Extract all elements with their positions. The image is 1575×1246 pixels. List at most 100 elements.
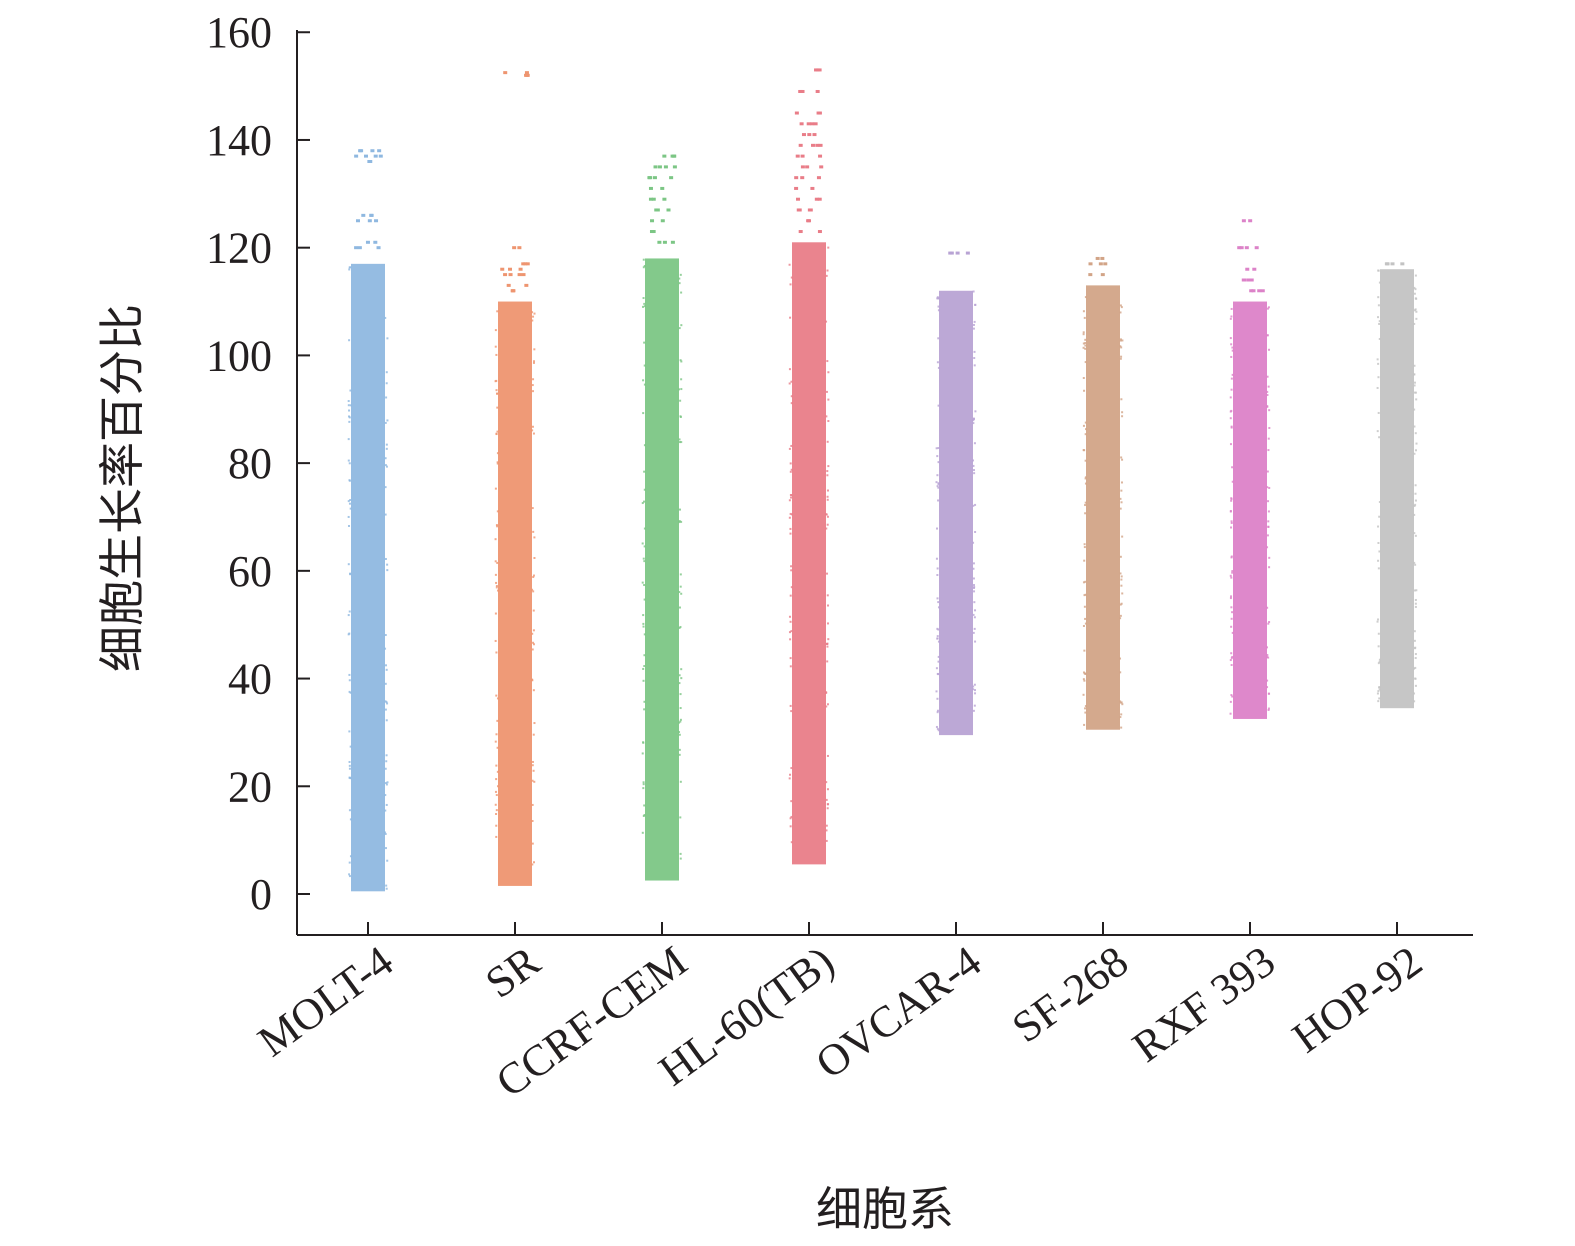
jitter-point [679,359,682,362]
jitter-point [1268,426,1271,429]
jitter-point [972,562,975,565]
jitter-point [826,645,829,648]
jitter-point [973,364,976,367]
jitter-point [826,360,829,363]
jitter-point [496,785,499,788]
jitter-point [643,305,646,308]
jitter-point [386,859,389,862]
jitter-point [384,833,387,836]
jitter-point [972,417,975,420]
jitter-point [1230,377,1233,380]
jitter-point [1230,355,1233,358]
outlier-point [373,154,378,158]
jitter-point [643,470,646,473]
jitter-point [1084,593,1087,596]
jitter-point [386,419,389,422]
jitter-point [531,760,534,763]
jitter-point [973,590,976,593]
jitter-point [1268,692,1271,695]
jitter-point [1415,589,1418,592]
jitter-point [1376,620,1379,623]
jitter-point [1413,381,1416,384]
outlier-point [651,197,656,201]
strip-body [792,242,826,865]
jitter-point [1378,320,1381,323]
jitter-point [1230,315,1233,318]
jitter-point [935,725,938,728]
jitter-point [826,788,829,791]
jitter-point [789,316,792,319]
jitter-point [494,790,497,793]
jitter-point [1230,521,1233,524]
jitter-point [1231,570,1234,573]
outlier-point [517,273,522,277]
strip-body [1086,285,1120,730]
jitter-point [1083,605,1086,608]
jitter-point [384,634,387,637]
jitter-point [1119,338,1122,341]
outlier-point [1103,262,1108,266]
outlier-point [369,213,374,217]
jitter-point [347,404,350,407]
jitter-point [384,457,387,460]
jitter-point [1266,394,1269,397]
jitter-point [1267,500,1270,503]
y-tick-label: 160 [206,8,272,57]
jitter-point [1120,701,1123,704]
jitter-point [1414,499,1417,502]
outlier-point [810,122,815,126]
outlier-point [376,246,381,250]
jitter-point [825,320,828,323]
jitter-point [1376,692,1379,695]
jitter-point [1376,430,1379,433]
jitter-point [680,291,683,294]
jitter-point [384,464,387,467]
jitter-point [533,536,536,539]
jitter-point [385,719,388,722]
jitter-point [385,803,388,806]
jitter-point [936,474,939,477]
jitter-point [826,498,829,501]
jitter-point [936,574,939,577]
outlier-point [355,219,360,223]
outlier-point [816,176,821,180]
jitter-point [533,722,536,725]
jitter-point [495,809,498,812]
jitter-point [1084,622,1087,625]
jitter-point [1413,322,1416,325]
jitter-point [1268,348,1271,351]
jitter-point [788,263,791,266]
jitter-point [1119,657,1122,660]
jitter-point [790,395,793,398]
jitter-point [495,694,498,697]
jitter-point [937,673,940,676]
outlier-point [1254,246,1259,250]
outlier-point [815,143,820,147]
outlier-point [1100,256,1105,260]
outlier-point [508,273,513,277]
jitter-point [1229,410,1232,413]
jitter-point [1230,576,1233,579]
jitter-point [384,664,387,667]
jitter-point [1378,686,1381,689]
jitter-point [642,557,645,560]
jitter-point [384,647,387,650]
jitter-point [495,835,498,838]
jitter-point [385,783,388,786]
jitter-point [1231,466,1234,469]
jitter-point [826,572,829,575]
jitter-point [348,610,351,613]
jitter-point [1377,618,1380,621]
jitter-point [1413,513,1416,516]
jitter-point [1120,584,1123,587]
jitter-point [936,627,939,630]
jitter-point [641,831,644,834]
jitter-point [495,764,498,767]
jitter-point [790,630,793,633]
x-tick-label: SR [477,936,550,1008]
jitter-point [1413,561,1416,564]
outlier-point [806,122,811,126]
outlier-point [794,186,799,190]
jitter-point [937,499,940,502]
jitter-point [495,794,498,797]
